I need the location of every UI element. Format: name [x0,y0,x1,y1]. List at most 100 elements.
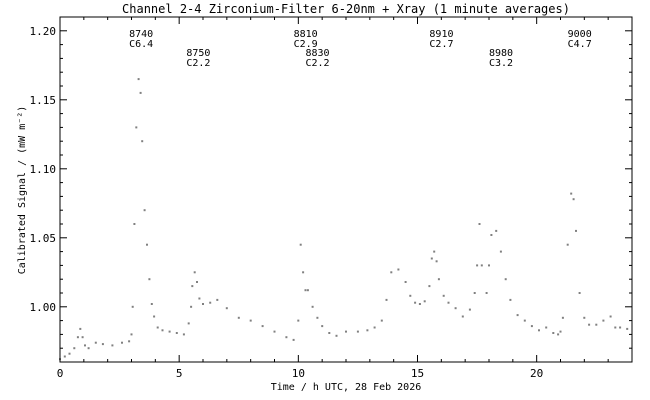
data-point [356,330,359,333]
data-point [559,330,562,333]
data-point [101,343,104,346]
y-tick-label: 1.00 [30,301,57,314]
data-point [609,315,612,318]
data-point [626,327,629,330]
data-point [225,307,228,310]
data-point [156,326,159,329]
data-point [193,271,196,274]
data-point [63,355,66,358]
data-point [373,326,376,329]
data-point [216,298,219,301]
y-axis-label: Calibrated Signal / (mW m⁻²) [17,106,28,275]
data-point [261,325,264,328]
data-point [285,336,288,339]
x-tick-label: 20 [530,367,543,380]
data-point [94,341,97,344]
flare-id-label: 9000 [568,29,592,40]
x-tick-label: 5 [176,367,183,380]
data-point [504,278,507,281]
data-point [297,319,300,322]
data-point [121,341,123,344]
data-point [366,329,369,332]
flare-class-label: C2.2 [305,58,329,69]
y-tick-label: 1.15 [30,94,57,107]
data-point [397,268,400,271]
x-tick-label: 15 [411,367,424,380]
y-axis: 1.00 1.05 1.10 1.15 1.20 [30,25,632,349]
data-point [345,330,347,333]
data-point [73,347,76,350]
data-point [316,316,319,319]
data-point [130,333,133,336]
chart-title: Channel 2-4 Zirconium-Filter 6-20nm + Xr… [122,2,570,16]
data-point [209,301,212,304]
data-point [133,223,136,225]
data-point [631,330,633,333]
x-tick-label: 0 [57,367,64,380]
data-point [161,329,164,332]
data-point [380,319,383,322]
data-point [299,243,302,246]
data-point [595,323,598,326]
data-point [557,333,560,336]
data-point [131,305,134,308]
data-point [570,192,573,195]
data-point [435,260,438,263]
data-point [168,330,171,333]
data-point [79,327,82,330]
data-point [302,271,305,274]
data-point [578,292,581,294]
data-point [433,250,436,253]
data-point [545,326,548,329]
data-point [447,301,450,304]
data-point [87,347,90,350]
data-point [292,338,295,341]
data-point [478,223,481,225]
data-point [538,329,540,332]
data-point [191,285,194,288]
data-point [575,229,577,232]
data-point [146,243,148,246]
data-point [81,336,84,339]
data-point [509,298,512,301]
data-point [602,319,605,322]
flare-class-label: C3.2 [489,58,513,69]
data-point [249,319,252,322]
flare-id-label: 8810 [294,29,318,40]
x-tick-label: 10 [292,367,305,380]
data-point [490,234,493,236]
data-point [111,344,114,347]
flare-class-label: C2.7 [429,39,453,50]
data-point [495,229,498,232]
data-point [321,325,324,328]
data-point [141,140,144,143]
data-point [306,289,309,292]
data-point [135,126,138,129]
flare-id-label: 8740 [129,29,153,40]
data-point [390,271,393,274]
data-point [619,326,622,329]
data-point [198,297,201,300]
data-point [175,332,178,334]
data-point [68,352,71,355]
data-point [182,333,185,336]
data-point [473,292,476,294]
flare-class-label: C4.7 [568,39,592,50]
data-point [566,243,569,246]
data-point [190,305,193,308]
data-point [139,91,142,94]
data-point [480,264,483,267]
data-point [523,319,526,322]
x-axis-label: Time / h UTC, 28 Feb 2026 [271,382,422,393]
data-point [442,294,445,297]
data-point [561,316,564,319]
data-point [404,281,407,283]
data-point [304,289,307,292]
data-point [418,303,421,305]
data-point [552,332,555,334]
data-point [84,344,86,347]
data-point [335,334,338,337]
data-point [143,209,146,212]
data-point [423,300,426,303]
data-point [468,308,471,311]
